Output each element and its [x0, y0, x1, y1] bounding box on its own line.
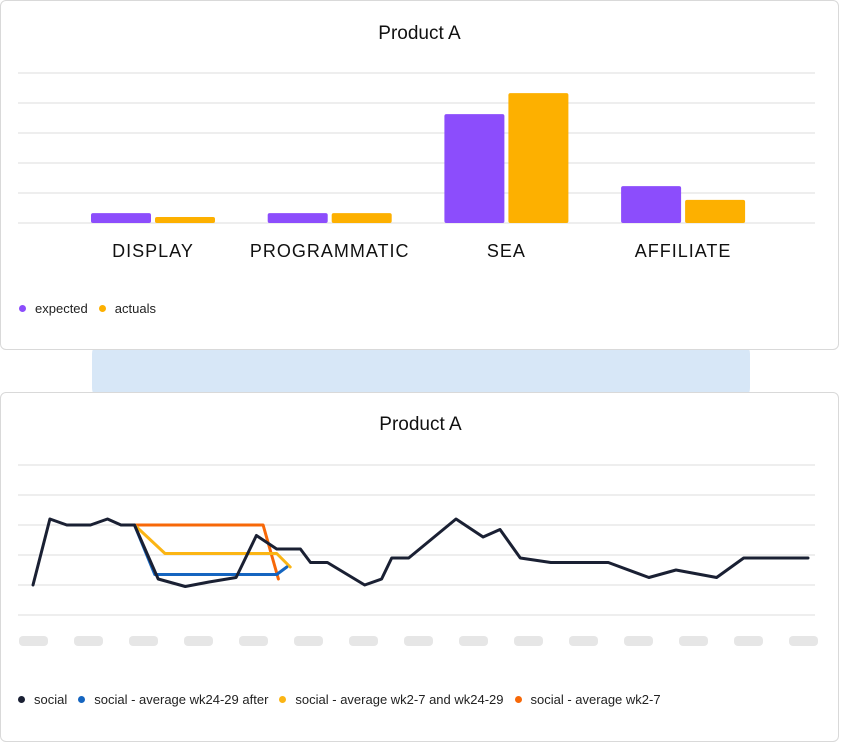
- line-series-social-average-wk2-7[interactable]: [133, 523, 280, 581]
- legend-item-social[interactable]: social: [18, 692, 67, 707]
- category-label: SEA: [487, 241, 526, 261]
- x-tick-label-placeholder: [459, 636, 488, 646]
- legend-dot-avg-after-icon: [78, 696, 86, 703]
- x-tick-label-placeholder: [404, 636, 433, 646]
- legend-dot-actuals-icon: [98, 305, 106, 312]
- x-tick-label-placeholder: [294, 636, 323, 646]
- line-series-social-average-wk2-7-and-wk24-29[interactable]: [133, 523, 292, 569]
- bar-chart-bars: [91, 93, 746, 223]
- category-label: PROGRAMMATIC: [250, 241, 410, 261]
- x-tick-label-placeholder: [129, 636, 158, 646]
- legend-label: social - average wk24-29 after: [94, 692, 269, 707]
- line-chart-card: [0, 392, 839, 742]
- bar-chart-grid: [18, 72, 815, 224]
- legend-dot-social-icon: [18, 696, 25, 703]
- bar-actuals-sea[interactable]: [508, 93, 569, 223]
- bar-chart-card: Product A expected actuals: [0, 0, 839, 350]
- bar-chart-category-labels: DISPLAY PROGRAMMATIC SEA AFFILIATE: [112, 241, 732, 261]
- line-chart-x-tick-placeholders: [19, 636, 818, 646]
- x-tick-label-placeholder: [679, 636, 708, 646]
- legend-label: social - average wk2-7: [530, 692, 661, 707]
- bar-chart-legend: expected actuals: [19, 301, 167, 316]
- bar-actuals-display[interactable]: [155, 217, 215, 223]
- legend-item-avg-wk2-7[interactable]: social - average wk2-7: [514, 692, 661, 707]
- legend-dot-avg-wk2-7-icon: [514, 696, 522, 703]
- bar-actuals-affiliate[interactable]: [685, 199, 746, 223]
- x-tick-label-placeholder: [19, 636, 48, 646]
- legend-item-actuals[interactable]: actuals: [98, 301, 156, 316]
- legend-dot-avg-both-icon: [279, 696, 287, 703]
- line-chart-lines: [31, 517, 810, 588]
- category-label: AFFILIATE: [635, 241, 732, 261]
- bar-actuals-programmatic[interactable]: [331, 213, 392, 223]
- legend-label: expected: [35, 301, 88, 316]
- x-tick-label-placeholder: [184, 636, 213, 646]
- line-chart-grid: [18, 464, 815, 616]
- legend-label: social: [34, 692, 68, 707]
- bar-expected-programmatic[interactable]: [267, 213, 328, 223]
- legend-item-expected[interactable]: expected: [19, 301, 88, 316]
- bar-expected-sea[interactable]: [444, 114, 505, 223]
- legend-label: social - average wk2-7 and wk24-29: [295, 692, 504, 707]
- x-tick-label-placeholder: [349, 636, 378, 646]
- card-connector: [92, 340, 750, 402]
- x-tick-label-placeholder: [624, 636, 653, 646]
- category-label: DISPLAY: [112, 241, 194, 261]
- legend-dot-expected-icon: [19, 305, 26, 312]
- chart-title: Product A: [379, 414, 462, 435]
- x-tick-label-placeholder: [74, 636, 103, 646]
- line-chart-legend: social social - average wk24-29 after so…: [18, 692, 672, 707]
- legend-item-avg-both[interactable]: social - average wk2-7 and wk24-29: [279, 692, 504, 707]
- legend-label: actuals: [114, 301, 156, 316]
- legend-item-avg-after[interactable]: social - average wk24-29 after: [78, 692, 268, 707]
- bar-expected-display[interactable]: [91, 213, 151, 223]
- line-series-social[interactable]: [31, 517, 810, 588]
- x-tick-label-placeholder: [514, 636, 543, 646]
- x-tick-label-placeholder: [789, 636, 818, 646]
- x-tick-label-placeholder: [239, 636, 268, 646]
- x-tick-label-placeholder: [569, 636, 598, 646]
- x-tick-label-placeholder: [734, 636, 763, 646]
- bar-expected-affiliate[interactable]: [621, 186, 682, 223]
- chart-title: Product A: [378, 23, 461, 44]
